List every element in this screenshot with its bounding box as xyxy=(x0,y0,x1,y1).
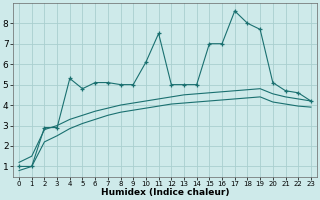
X-axis label: Humidex (Indice chaleur): Humidex (Indice chaleur) xyxy=(101,188,229,197)
